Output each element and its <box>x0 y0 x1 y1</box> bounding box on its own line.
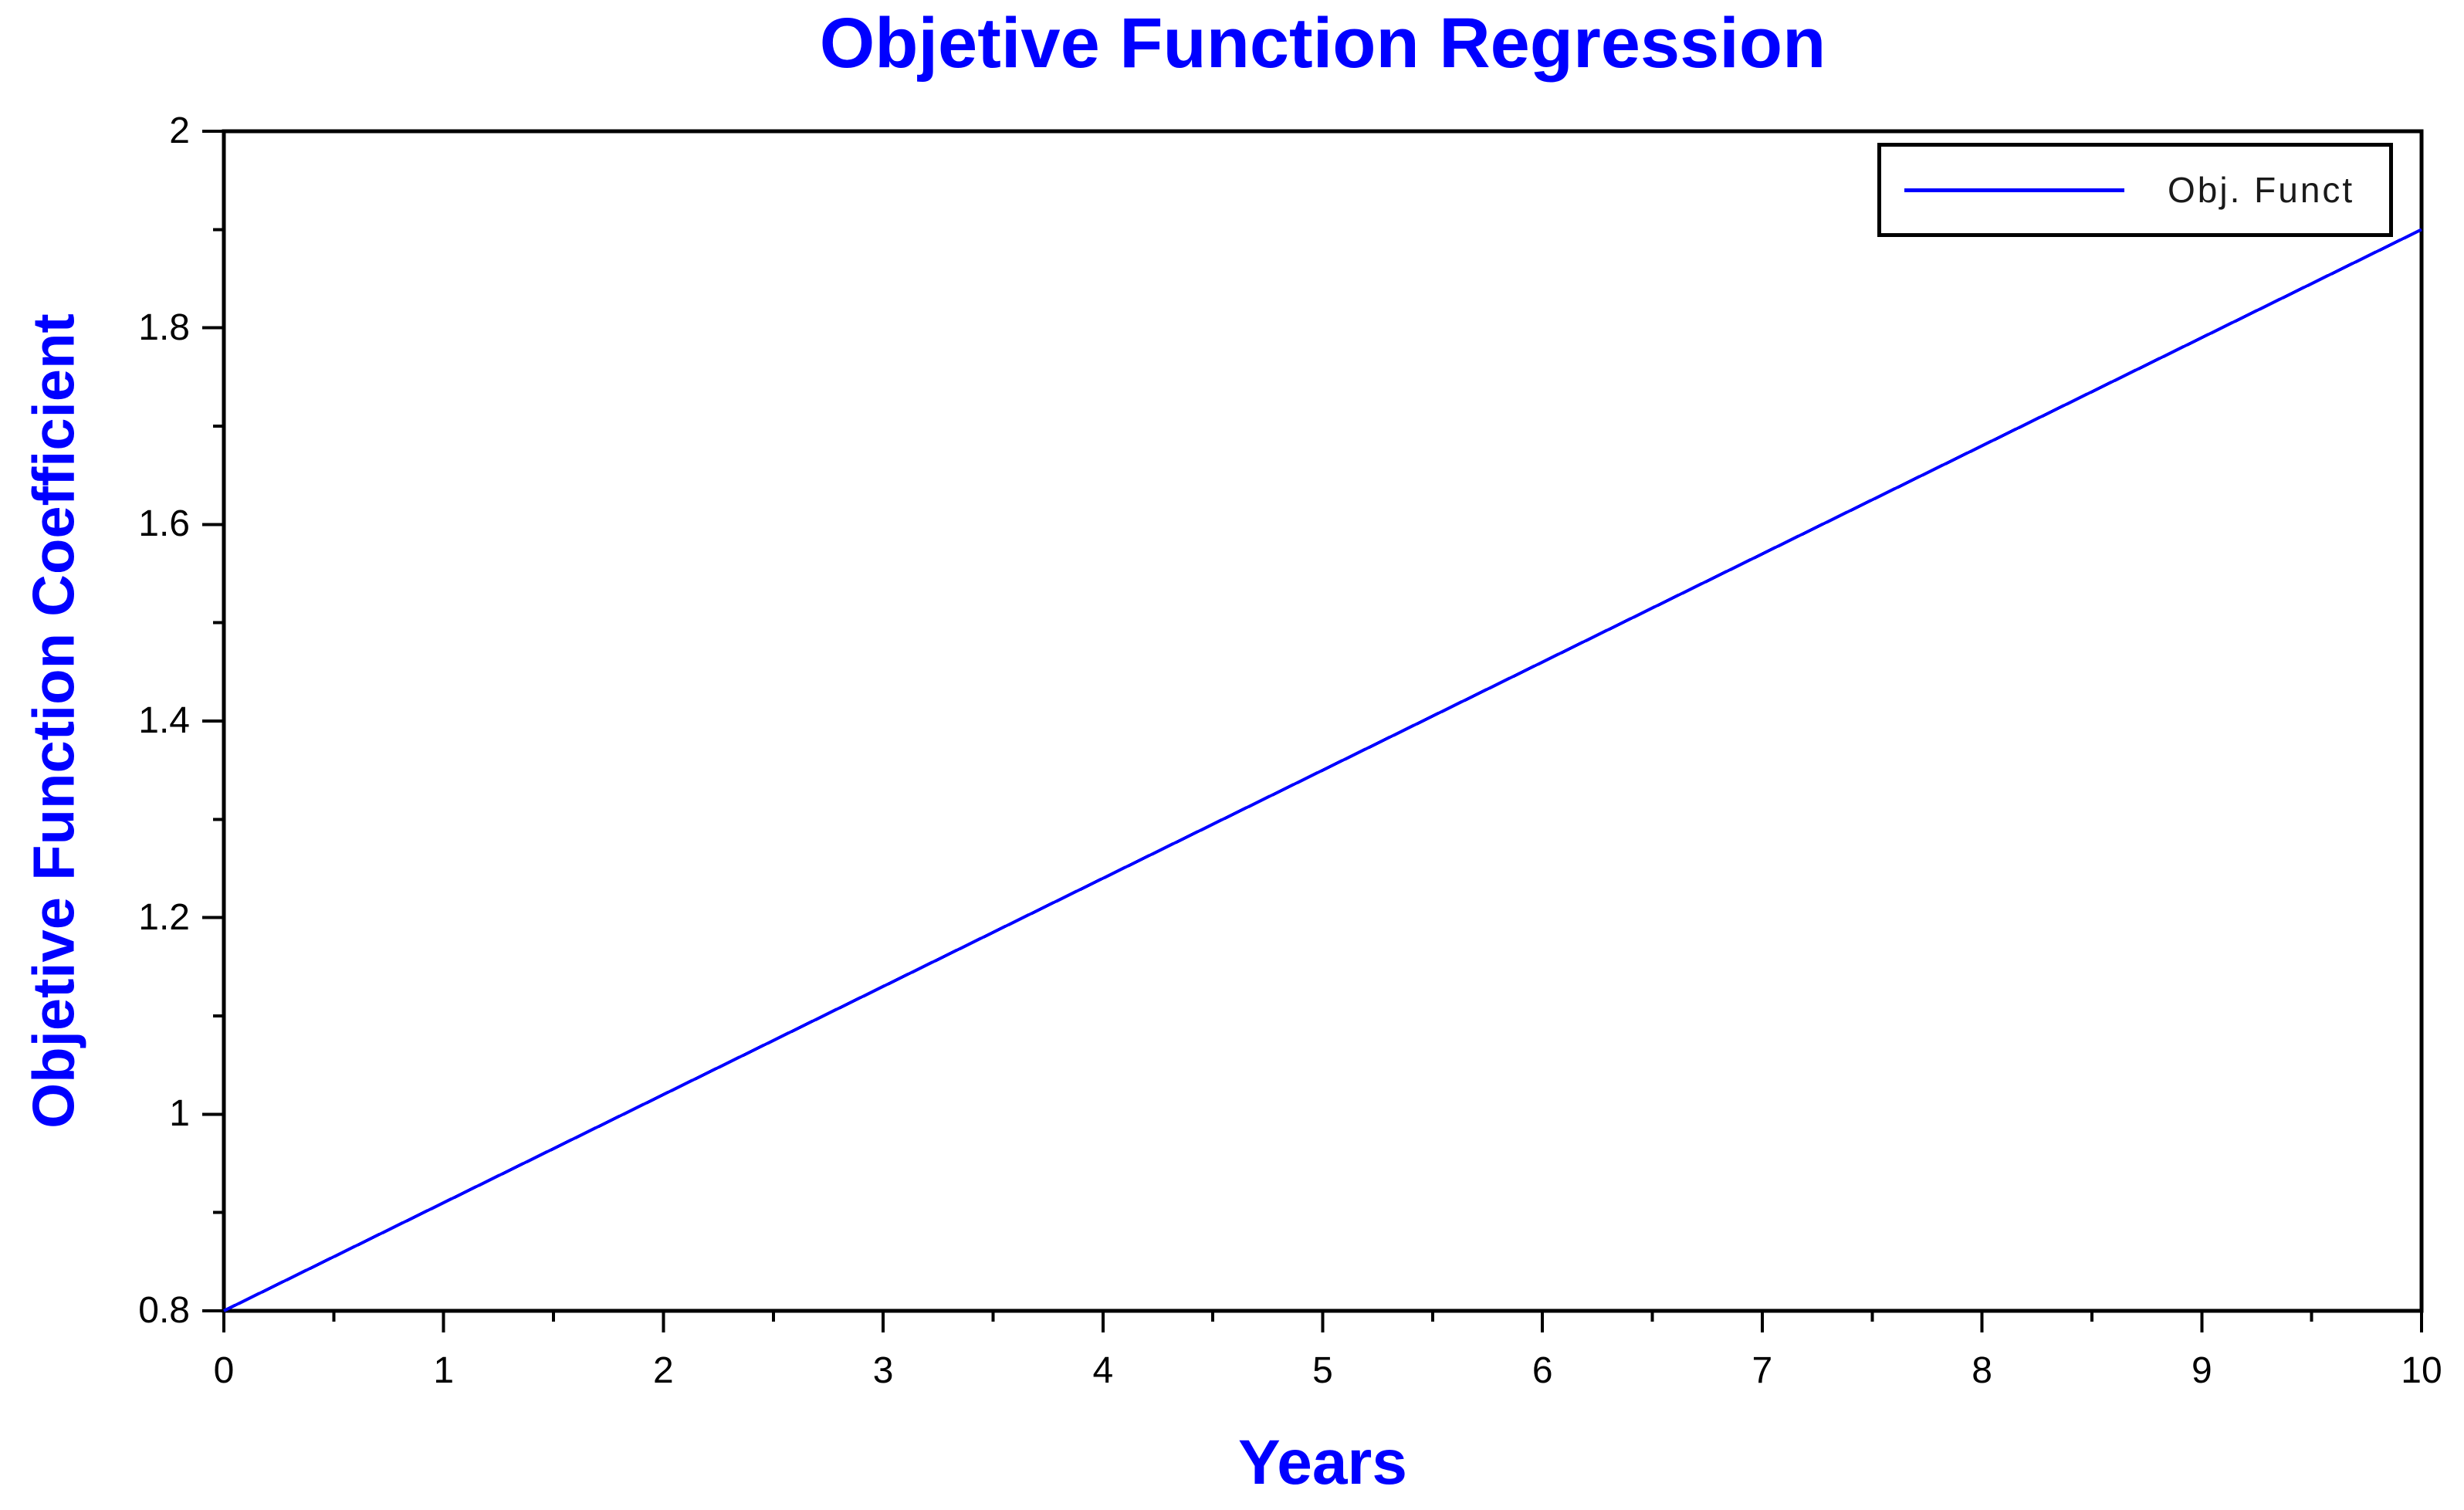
y-tick-label: 1 <box>169 1093 190 1135</box>
x-tick-label: 6 <box>1532 1350 1553 1391</box>
y-tick-label: 1.8 <box>138 306 190 348</box>
x-tick-label: 9 <box>2191 1350 2212 1391</box>
legend-line-sample-icon <box>1904 188 2124 192</box>
x-tick-label: 7 <box>1752 1350 1773 1391</box>
x-tick-label: 10 <box>2401 1350 2442 1391</box>
y-tick-label: 1.6 <box>138 503 190 545</box>
x-tick-label: 5 <box>1312 1350 1333 1391</box>
y-tick-label: 2 <box>169 110 190 151</box>
legend-box: Obj. Funct <box>1877 143 2393 237</box>
legend-label: Obj. Funct <box>2168 170 2355 210</box>
x-axis-label: Years <box>1238 1427 1407 1498</box>
plot-frame <box>222 129 2424 1313</box>
series-line <box>223 228 2422 1312</box>
x-tick-label: 8 <box>1972 1350 1992 1391</box>
x-tick-label: 3 <box>872 1350 894 1391</box>
chart-title: Objetive Function Regression <box>819 4 1826 83</box>
y-tick-label: 1.2 <box>138 896 190 938</box>
x-tick-label: 2 <box>653 1350 674 1391</box>
x-tick-label: 4 <box>1092 1350 1114 1391</box>
y-tick-label: 1.4 <box>138 700 190 741</box>
x-tick-label: 0 <box>213 1350 235 1391</box>
y-tick-label: 0.8 <box>138 1290 190 1331</box>
x-tick-label: 1 <box>433 1350 455 1391</box>
